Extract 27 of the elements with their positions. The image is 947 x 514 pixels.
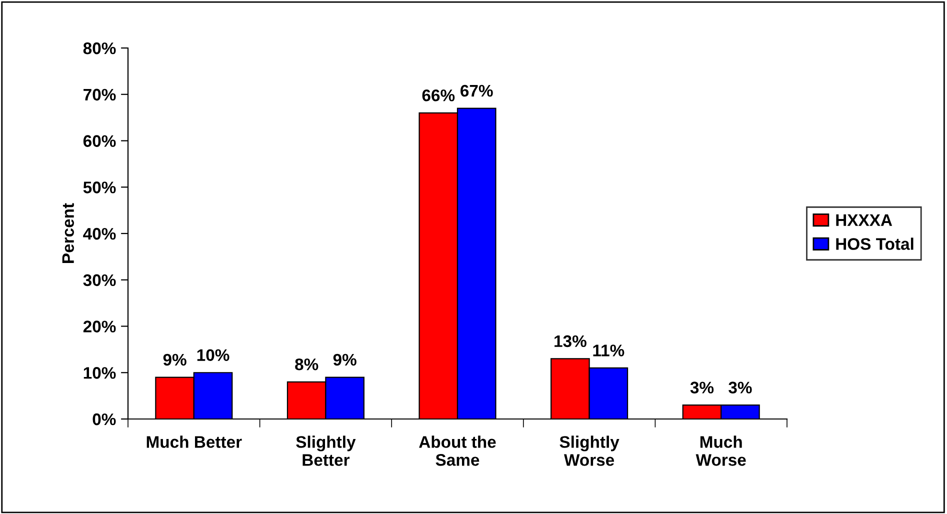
y-tick-label: 30% [83, 274, 116, 286]
data-label: 10% [197, 349, 230, 361]
data-label: 8% [295, 358, 318, 370]
y-tick-label: 40% [83, 228, 116, 240]
data-label: 9% [163, 354, 186, 366]
y-tick-label: 0% [92, 413, 116, 426]
y-tick-label: 20% [83, 320, 116, 332]
x-tick-label: Slightly Better [296, 436, 356, 466]
data-label: 9% [333, 354, 356, 366]
x-tick-label: About the Same [419, 436, 496, 466]
x-tick-label: Much Better [146, 436, 242, 448]
data-label: 11% [593, 344, 624, 356]
y-tick-label: 50% [83, 182, 116, 194]
legend-label: HOS Total [836, 238, 914, 250]
y-axis-title: Percent [62, 203, 74, 263]
y-tick-label: 10% [84, 367, 116, 379]
data-label: 3% [690, 382, 714, 394]
data-label: 13% [554, 335, 586, 348]
data-label: 3% [728, 382, 752, 394]
data-label: 67% [460, 84, 493, 97]
x-tick-label: Slightly Worse [560, 436, 620, 466]
x-tick-label: Much Worse [696, 436, 746, 466]
legend-label: HXXXA [836, 214, 892, 226]
y-tick-label: 70% [84, 88, 116, 101]
data-label: 66% [422, 89, 455, 102]
y-tick-label: 80% [83, 42, 116, 54]
y-tick-label: 60% [83, 135, 116, 147]
